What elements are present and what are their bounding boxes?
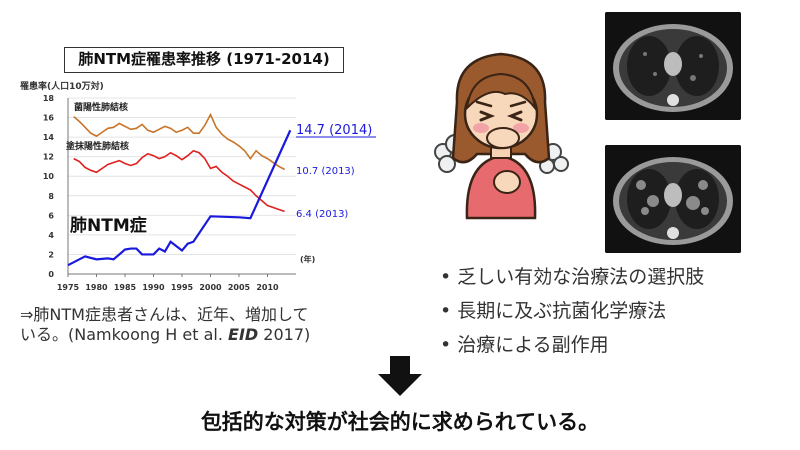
x-tick-label: 1990 <box>142 283 165 292</box>
series-name-label: 塗抹陽性肺結核 <box>66 140 129 152</box>
y-tick-label: 12 <box>43 153 54 162</box>
series-line <box>73 112 285 171</box>
y-axis-label: 罹患率(人口10万対) <box>20 82 104 92</box>
x-axis-label: (年) <box>300 254 315 264</box>
y-tick-label: 8 <box>48 192 54 201</box>
y-tick-label: 10 <box>43 172 55 181</box>
bullet-list: 乏しい有効な治療法の選択肢 長期に及ぶ抗菌化学療法 治療による副作用 <box>440 260 704 362</box>
x-tick-label: 1980 <box>85 283 108 292</box>
y-tick-label: 14 <box>43 133 55 142</box>
caption-line-2: いる。(Namkoong H et al. EID 2017) <box>20 325 400 345</box>
caption-citation: いる。(Namkoong H et al. <box>20 325 229 344</box>
x-tick-label: 1985 <box>114 283 137 292</box>
x-tick-label: 2000 <box>199 283 222 292</box>
series-name-label: 菌陽性肺結核 <box>74 101 128 113</box>
bullet-item: 乏しい有効な治療法の選択肢 <box>440 260 704 294</box>
caption-line-1: ⇒肺NTM症患者さんは、近年、増加して <box>20 305 309 324</box>
x-tick-label: 1995 <box>171 283 194 292</box>
y-tick-label: 4 <box>48 231 54 240</box>
x-tick-label: 2010 <box>256 283 279 292</box>
annotation-label: 14.7 (2014) <box>296 123 372 138</box>
y-tick-label: 18 <box>43 94 55 103</box>
series-line <box>73 149 285 213</box>
y-tick-label: 2 <box>48 250 54 259</box>
caption: ⇒肺NTM症患者さんは、近年、増加して いる。(Namkoong H et al… <box>20 305 400 345</box>
conclusion: 包括的な対策が社会的に求められている。 <box>200 410 600 434</box>
bullet-item: 長期に及ぶ抗菌化学療法 <box>440 294 704 328</box>
incidence-chart: 0 2 4 6 8 10 12 14 16 18 1975 1980 1985 1990 1995 2000 2… <box>43 94 376 292</box>
caption-year: 2017) <box>258 325 311 344</box>
bullet-item: 治療による副作用 <box>440 328 704 362</box>
ct-scan-2 <box>605 145 741 253</box>
annotation-label: 10.7 (2013) <box>296 166 355 177</box>
down-arrow-icon <box>378 356 422 396</box>
caption-journal: EID <box>228 325 259 344</box>
x-tick-label: 1975 <box>57 283 80 292</box>
y-tick-label: 16 <box>43 114 55 123</box>
x-tick-label: 2005 <box>228 283 251 292</box>
coughing-woman-illustration <box>434 52 569 220</box>
chart-title: 肺NTM症罹患率推移 (1971-2014) <box>64 47 344 73</box>
ct-scan-1 <box>605 12 741 120</box>
y-tick-label: 0 <box>48 270 54 279</box>
series-name-label: 肺NTM症 <box>70 215 147 236</box>
annotation-label: 6.4 (2013) <box>296 209 348 220</box>
series-line <box>67 129 292 267</box>
y-tick-label: 6 <box>48 211 54 220</box>
